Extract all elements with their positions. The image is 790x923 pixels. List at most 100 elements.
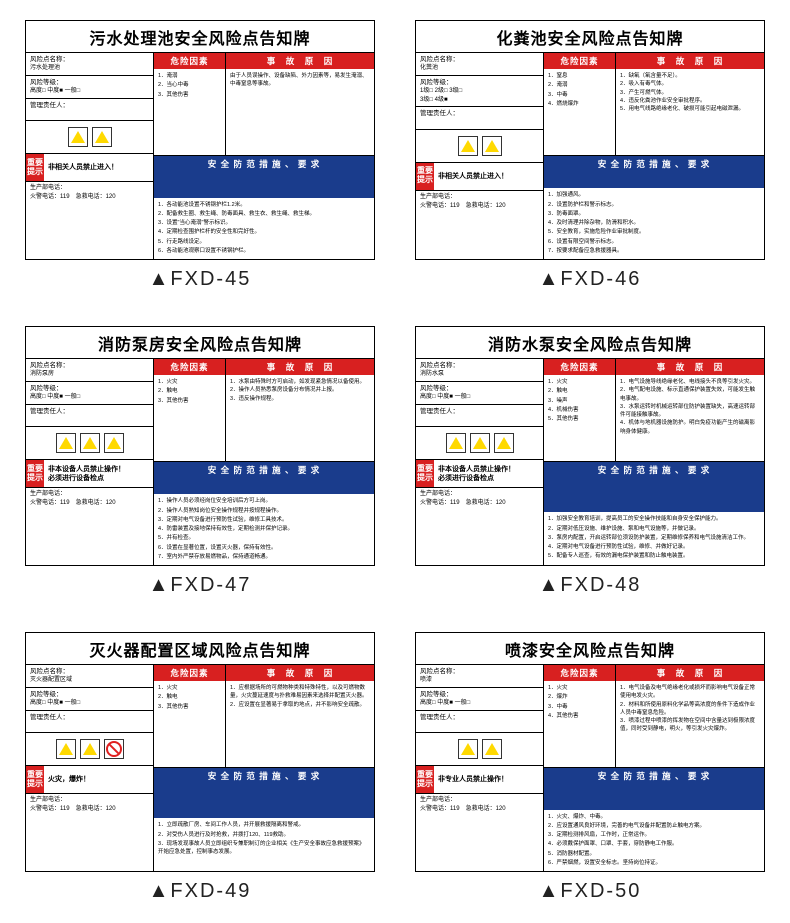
warning-icon bbox=[104, 739, 124, 759]
right-panel: 危险因素 事 故 原 因 1．淹溺2．当心中毒3．其他伤害 由于人员误操作、设备… bbox=[154, 53, 374, 259]
hazard-header: 危险因素 bbox=[154, 359, 226, 375]
measure-list: 1．加强安全教育培训，提高员工的安全操作技能和自身安全保护能力。2．定期对低压设… bbox=[544, 512, 764, 565]
tip-text: 非专业人员禁止操作！ bbox=[434, 766, 543, 793]
right-panel: 危险因素 事 故 原 因 1．火灾2．触电3．其他伤害 1．水泵由特殊时方可启动… bbox=[154, 359, 374, 565]
hazard-list: 1．火灾2．触电3．其他伤害 bbox=[154, 375, 226, 461]
card-title: 消防水泵安全风险点告知牌 bbox=[416, 327, 764, 358]
cause-text: 1．水泵由特殊时方可启动，如发现紧急情况以备使用。2．操作人员熟悉泵房设备分布情… bbox=[226, 375, 374, 461]
tip-box: 重要提示 非本设备人员禁止操作！必须进行设备检点 bbox=[416, 460, 543, 488]
icon-row bbox=[26, 427, 153, 460]
tip-text: 非相关人员禁止进入！ bbox=[44, 154, 153, 181]
hazard-header: 危险因素 bbox=[544, 53, 616, 69]
cause-header: 事 故 原 因 bbox=[226, 665, 374, 681]
tip-label: 重要提示 bbox=[26, 460, 44, 487]
phone-box: 生产部电话：火警电话：119 急救电话：120 bbox=[416, 488, 543, 510]
card-title: 化粪池安全风险点告知牌 bbox=[416, 21, 764, 52]
hazard-list: 1．淹溺2．当心中毒3．其他伤害 bbox=[154, 69, 226, 155]
warning-icon bbox=[458, 739, 478, 759]
name-box: 风险点名称：消防泵房 bbox=[26, 359, 153, 382]
cause-header: 事 故 原 因 bbox=[226, 53, 374, 69]
warning-icon bbox=[104, 433, 124, 453]
card-id-label: ▲FXD-49 bbox=[149, 880, 252, 903]
sign-card: 化粪池安全风险点告知牌 风险点名称：化粪池 风险等级：1级□ 2级□ 3级□3级… bbox=[415, 20, 765, 260]
manager-box: 管理责任人： bbox=[416, 405, 543, 428]
measure-header: 安 全 防 范 措 施 、 要 求 bbox=[544, 768, 764, 810]
left-panel: 风险点名称：喷漆 风险等级：高度□ 中度■ 一般□ 管理责任人： 重要提示 非专… bbox=[416, 665, 544, 871]
phone-box: 生产部电话：火警电话：119 急救电话：120 bbox=[416, 794, 543, 816]
warning-icon bbox=[458, 136, 478, 156]
card-title: 灭火器配置区域风险点告知牌 bbox=[26, 633, 374, 664]
card-title: 喷漆安全风险点告知牌 bbox=[416, 633, 764, 664]
cause-text: 1．应根据场所的可燃物种类和特殊特性，以及可燃物数量，火灾蔓延速度与扑救难易因素… bbox=[226, 681, 374, 767]
card-FXD-45: 污水处理池安全风险点告知牌 风险点名称：污水处理池 风险等级：高度□ 中度■ 一… bbox=[25, 20, 375, 291]
icon-row bbox=[416, 427, 543, 460]
cause-text: 由于人员误操作、设备缺陷、外力因素等，易发生淹溺、中毒窒息等事故。 bbox=[226, 69, 374, 155]
tip-label: 重要提示 bbox=[416, 460, 434, 487]
hazard-list: 1．火灾2．触电3．其他伤害 bbox=[154, 681, 226, 767]
tip-label: 重要提示 bbox=[26, 154, 44, 181]
warning-icon bbox=[482, 739, 502, 759]
card-id-label: ▲FXD-48 bbox=[539, 574, 642, 597]
sign-card: 污水处理池安全风险点告知牌 风险点名称：污水处理池 风险等级：高度□ 中度■ 一… bbox=[25, 20, 375, 260]
manager-box: 管理责任人： bbox=[26, 99, 153, 122]
card-id-label: ▲FXD-47 bbox=[149, 574, 252, 597]
level-box: 风险等级：高度□ 中度■ 一般□ bbox=[26, 76, 153, 99]
warning-icon bbox=[80, 739, 100, 759]
hazard-header: 危险因素 bbox=[544, 359, 616, 375]
card-id-label: ▲FXD-45 bbox=[149, 268, 252, 291]
name-box: 风险点名称：灭火器配置区域 bbox=[26, 665, 153, 688]
tip-label: 重要提示 bbox=[416, 766, 434, 793]
card-title: 污水处理池安全风险点告知牌 bbox=[26, 21, 374, 52]
card-FXD-49: 灭火器配置区域风险点告知牌 风险点名称：灭火器配置区域 风险等级：高度□ 中度■… bbox=[25, 632, 375, 903]
tip-box: 重要提示 非相关人员禁止进入！ bbox=[26, 154, 153, 182]
card-FXD-48: 消防水泵安全风险点告知牌 风险点名称：消防水泵 风险等级：高度□ 中度■ 一般□… bbox=[415, 326, 765, 597]
tip-text: 非本设备人员禁止操作！必须进行设备检点 bbox=[44, 460, 153, 487]
tip-label: 重要提示 bbox=[26, 766, 44, 793]
card-id-label: ▲FXD-46 bbox=[539, 268, 642, 291]
measure-header: 安 全 防 范 措 施 、 要 求 bbox=[544, 156, 764, 188]
level-box: 风险等级：高度□ 中度■ 一般□ bbox=[416, 688, 543, 711]
left-panel: 风险点名称：消防泵房 风险等级：高度□ 中度■ 一般□ 管理责任人： 重要提示 … bbox=[26, 359, 154, 565]
phone-box: 生产部电话：火警电话：119 急救电话：120 bbox=[416, 191, 543, 213]
hazard-list: 1．火灾2．触电3．噪声4．机械伤害5．其他伤害 bbox=[544, 375, 616, 461]
warning-icon bbox=[482, 136, 502, 156]
measure-list: 1．火灾、爆炸、中毒。2．应设置通风良好环境，完善的电气设备并配置防止触电方案。… bbox=[544, 810, 764, 872]
warning-icon bbox=[446, 433, 466, 453]
hazard-header: 危险因素 bbox=[154, 665, 226, 681]
name-box: 风险点名称：消防水泵 bbox=[416, 359, 543, 382]
right-panel: 危险因素 事 故 原 因 1．火灾2．触电3．噪声4．机械伤害5．其他伤害 1．… bbox=[544, 359, 764, 565]
tip-text: 非本设备人员禁止操作！必须进行设备检点 bbox=[434, 460, 543, 487]
name-box: 风险点名称：化粪池 bbox=[416, 53, 543, 76]
measure-list: 1．操作人员必须经岗位安全培训后方可上岗。2．操作人员熟知岗位安全操作规程并按规… bbox=[154, 494, 374, 565]
icon-row bbox=[416, 130, 543, 163]
left-panel: 风险点名称：化粪池 风险等级：1级□ 2级□ 3级□3级□ 4级■ 管理责任人：… bbox=[416, 53, 544, 259]
measure-header: 安 全 防 范 措 施 、 要 求 bbox=[154, 156, 374, 198]
level-box: 风险等级：高度□ 中度■ 一般□ bbox=[416, 382, 543, 405]
card-id-label: ▲FXD-50 bbox=[539, 880, 642, 903]
measure-list: 1．加强通风。2．设置防护栏和警示标志。3．防毒面罩。4．及时清理并除杂物，防滑… bbox=[544, 188, 764, 259]
cause-text: 1．电气设施导线绝缘老化、电线接头不良等引发火灾。2．电气配电设施、标示直通保护… bbox=[616, 375, 764, 461]
hazard-list: 1．火灾2．爆炸3．中毒4．其他伤害 bbox=[544, 681, 616, 767]
tip-box: 重要提示 非相关人员禁止进入！ bbox=[416, 163, 543, 191]
level-box: 风险等级：高度□ 中度■ 一般□ bbox=[26, 688, 153, 711]
cause-header: 事 故 原 因 bbox=[616, 53, 764, 69]
hazard-list: 1．窒息2．淹溺3．中毒4．燃烧爆炸 bbox=[544, 69, 616, 155]
tip-box: 重要提示 非专业人员禁止操作！ bbox=[416, 766, 543, 794]
manager-box: 管理责任人： bbox=[26, 711, 153, 734]
card-FXD-50: 喷漆安全风险点告知牌 风险点名称：喷漆 风险等级：高度□ 中度■ 一般□ 管理责… bbox=[415, 632, 765, 903]
left-panel: 风险点名称：污水处理池 风险等级：高度□ 中度■ 一般□ 管理责任人： 重要提示… bbox=[26, 53, 154, 259]
card-FXD-46: 化粪池安全风险点告知牌 风险点名称：化粪池 风险等级：1级□ 2级□ 3级□3级… bbox=[415, 20, 765, 291]
tip-box: 重要提示 火灾，爆炸！ bbox=[26, 766, 153, 794]
measure-header: 安 全 防 范 措 施 、 要 求 bbox=[154, 768, 374, 819]
cause-header: 事 故 原 因 bbox=[226, 359, 374, 375]
cause-text: 1．电气设备及电气绝缘老化或损坏而影响电气设备正常使用电发火灾。2．材料和所使用… bbox=[616, 681, 764, 767]
measure-list: 1．各动能池设置不锈钢护栏1.2米。2．配备救生圈、救生绳、防毒面具、救生衣、救… bbox=[154, 198, 374, 260]
warning-icon bbox=[470, 433, 490, 453]
phone-box: 生产部电话：火警电话：119 急救电话：120 bbox=[26, 182, 153, 204]
measure-header: 安 全 防 范 措 施 、 要 求 bbox=[544, 462, 764, 513]
phone-box: 生产部电话：火警电话：119 急救电话：120 bbox=[26, 488, 153, 510]
phone-box: 生产部电话：火警电话：119 急救电话：120 bbox=[26, 794, 153, 816]
manager-box: 管理责任人： bbox=[26, 405, 153, 428]
name-box: 风险点名称：污水处理池 bbox=[26, 53, 153, 76]
icon-row bbox=[416, 733, 543, 766]
